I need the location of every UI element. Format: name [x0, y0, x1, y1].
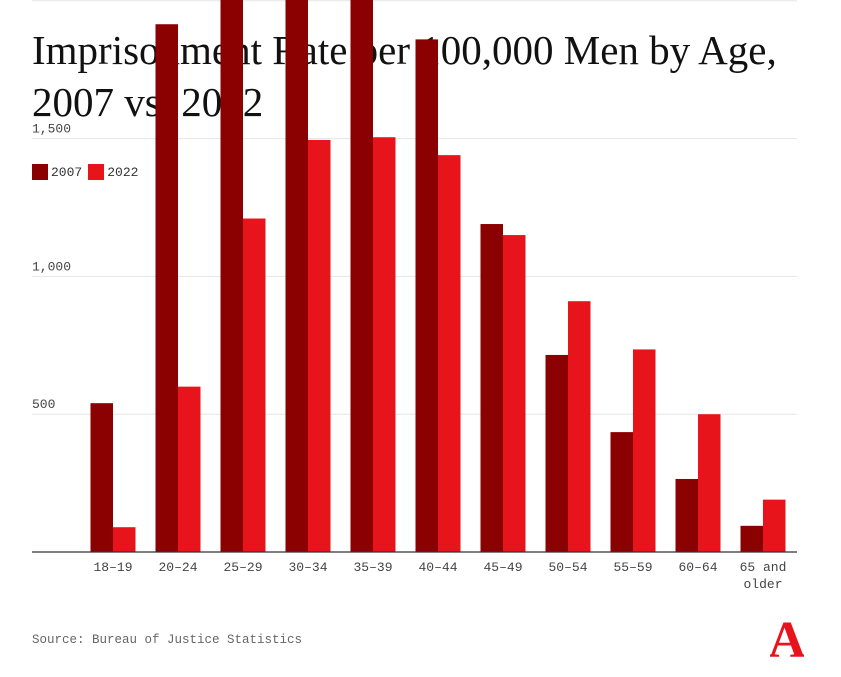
legend: 2007 2022 — [32, 164, 144, 180]
legend-label-2022: 2022 — [107, 164, 139, 180]
legend-item-2022: 2022 — [88, 164, 138, 180]
atlantic-logo: A — [770, 612, 804, 662]
y-tick-label: 500 — [32, 397, 55, 412]
x-tick-label: 55–59 — [613, 560, 652, 575]
bar-2022 — [113, 527, 136, 552]
bar-2007 — [220, 0, 243, 553]
legend-label-2007: 2007 — [51, 164, 83, 180]
x-tick-label: 40–44 — [418, 560, 457, 575]
bar-2007 — [545, 354, 568, 552]
bar-2022 — [438, 155, 461, 553]
bar-2007 — [675, 478, 698, 552]
y-tick-label: 1,500 — [32, 122, 71, 137]
bar-2022 — [308, 139, 331, 552]
x-tick-label: older — [743, 577, 782, 592]
legend-swatch-2022 — [88, 164, 105, 180]
bar-2007 — [480, 224, 503, 552]
bar-2022 — [763, 499, 786, 552]
bar-2007 — [350, 0, 373, 552]
x-tick-label: 18–19 — [93, 560, 132, 575]
x-tick-label: 65 and — [740, 560, 787, 575]
bar-2007 — [415, 39, 438, 553]
x-tick-label: 45–49 — [483, 560, 522, 575]
x-tick-label: 50–54 — [548, 560, 587, 575]
bar-2022 — [373, 137, 396, 553]
x-tick-label: 60–64 — [678, 560, 717, 575]
bar-2022 — [178, 386, 201, 552]
source-note: Source: Bureau of Justice Statistics — [32, 633, 303, 647]
bar-2022 — [503, 235, 526, 552]
x-tick-label: 25–29 — [223, 560, 262, 575]
logo-letter: A — [770, 612, 804, 662]
legend-item-2007: 2007 — [32, 164, 82, 180]
x-tick-label: 30–34 — [288, 560, 327, 575]
x-tick-label: 35–39 — [353, 560, 392, 575]
bar-2007 — [155, 24, 178, 552]
bar-2022 — [243, 218, 266, 553]
bar-2007 — [90, 403, 113, 552]
x-tick-label: 20–24 — [158, 560, 197, 575]
y-tick-label: 1,000 — [32, 259, 71, 274]
bar-2007 — [285, 0, 308, 552]
bar-2022 — [698, 414, 721, 552]
legend-swatch-2007 — [32, 164, 48, 180]
bar-2007 — [740, 525, 763, 552]
bar-2022 — [633, 349, 656, 552]
bar-2007 — [610, 432, 633, 552]
bar-2022 — [568, 301, 591, 552]
